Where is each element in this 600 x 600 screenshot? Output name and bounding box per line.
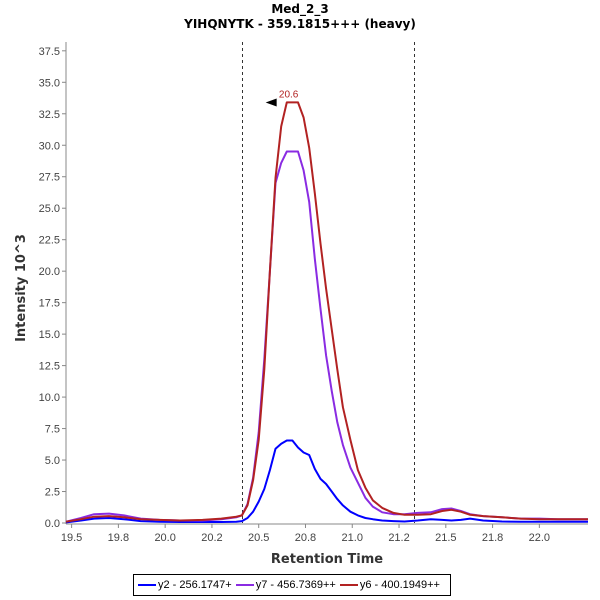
peak-annotation-label: 20.6 bbox=[279, 89, 299, 100]
y-tick-label: 15.0 bbox=[39, 329, 60, 341]
x-tick-label: 21.2 bbox=[388, 532, 409, 544]
series-line-y7 bbox=[65, 150, 588, 523]
legend-item-y2: y2 - 256.1747+ bbox=[138, 579, 232, 591]
x-tick-label: 20.2 bbox=[201, 532, 222, 544]
peak-arrow-icon bbox=[265, 98, 277, 107]
y-tick-label: 32.5 bbox=[39, 109, 60, 121]
y-tick-label: 30.0 bbox=[39, 140, 60, 152]
legend-label: y7 - 456.7369++ bbox=[255, 579, 336, 591]
x-tick-label: 20.0 bbox=[154, 532, 175, 544]
legend-item-y6: y6 - 400.1949++ bbox=[339, 579, 440, 591]
legend: y2 - 256.1747+ y7 - 456.7369++ y6 - 400.… bbox=[133, 574, 451, 596]
legend-label: y6 - 400.1949++ bbox=[359, 579, 440, 591]
chart-title: Med_2_3 bbox=[271, 2, 329, 16]
series-line-y2 bbox=[65, 439, 588, 524]
y-tick-label: 20.0 bbox=[39, 266, 60, 278]
x-tick-label: 20.5 bbox=[248, 532, 269, 544]
y-tick-label: 5.0 bbox=[45, 455, 60, 467]
y-tick-label: 22.5 bbox=[39, 235, 60, 247]
x-tick-label: 19.5 bbox=[61, 532, 82, 544]
integration-boundaries bbox=[242, 42, 415, 523]
x-tick-label: 21.0 bbox=[342, 532, 363, 544]
x-tick-label: 22.0 bbox=[529, 532, 550, 544]
y-tick-label: 0.0 bbox=[45, 518, 60, 530]
y-tick-label: 25.0 bbox=[39, 203, 60, 215]
chart-subtitle: YIHQNYTK - 359.1815+++ (heavy) bbox=[184, 17, 416, 31]
y-axis: 0.0 2.5 5.0 7.5 10.0 12.5 15.0 17.5 20.0 22.5 25.0… bbox=[39, 46, 66, 530]
x-tick-label: 21.5 bbox=[435, 532, 456, 544]
y-axis-label: Intensity 10^3 bbox=[14, 234, 29, 342]
legend-item-y7: y7 - 456.7369++ bbox=[235, 579, 336, 591]
plot-area bbox=[65, 42, 588, 525]
x-axis: 19.5 19.8 20.0 20.2 20.5 20.8 21.0 21.2 21.5 21.8… bbox=[61, 524, 550, 544]
y-tick-label: 27.5 bbox=[39, 172, 60, 184]
y-tick-label: 10.0 bbox=[39, 392, 60, 404]
x-axis-label: Retention Time bbox=[271, 552, 383, 567]
y-tick-label: 35.0 bbox=[39, 77, 60, 89]
y-tick-label: 12.5 bbox=[39, 361, 60, 373]
x-tick-label: 21.8 bbox=[482, 532, 503, 544]
y-tick-label: 17.5 bbox=[39, 298, 60, 310]
y-tick-label: 37.5 bbox=[39, 46, 60, 58]
x-tick-label: 19.8 bbox=[108, 532, 129, 544]
x-tick-label: 20.8 bbox=[295, 532, 316, 544]
legend-swatch bbox=[339, 584, 358, 586]
legend-label: y2 - 256.1747+ bbox=[158, 579, 232, 591]
y-tick-label: 7.5 bbox=[45, 424, 60, 436]
legend-swatch bbox=[235, 584, 254, 586]
y-tick-label: 2.5 bbox=[45, 487, 60, 499]
series-line-y6 bbox=[65, 101, 588, 523]
series-lines bbox=[65, 101, 588, 524]
legend-swatch bbox=[138, 584, 156, 586]
peak-annotation: 20.6 bbox=[265, 89, 299, 107]
